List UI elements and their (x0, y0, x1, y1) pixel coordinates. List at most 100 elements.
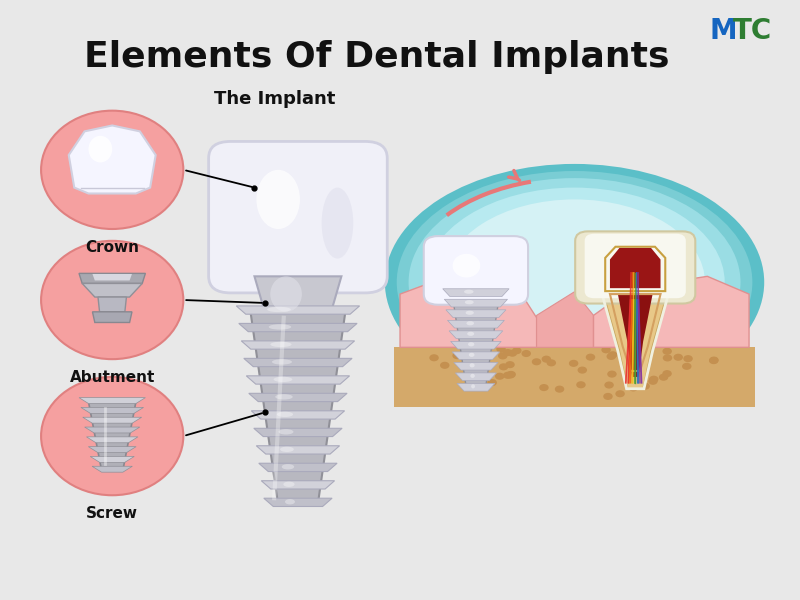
Text: Abutment: Abutment (70, 370, 155, 385)
Polygon shape (85, 427, 140, 433)
Circle shape (586, 353, 595, 361)
Polygon shape (264, 498, 332, 506)
Polygon shape (81, 407, 143, 413)
Circle shape (542, 356, 551, 363)
Polygon shape (262, 481, 334, 489)
Polygon shape (250, 312, 346, 504)
Circle shape (506, 371, 515, 379)
Ellipse shape (41, 110, 183, 229)
Circle shape (478, 348, 486, 355)
Circle shape (498, 352, 507, 359)
Ellipse shape (41, 241, 183, 359)
Circle shape (522, 350, 531, 357)
Circle shape (615, 390, 625, 397)
Ellipse shape (41, 377, 183, 495)
Circle shape (555, 386, 564, 392)
Circle shape (508, 350, 517, 357)
FancyBboxPatch shape (424, 236, 528, 305)
Ellipse shape (274, 377, 292, 382)
Circle shape (539, 384, 549, 391)
Polygon shape (258, 463, 337, 472)
FancyBboxPatch shape (585, 234, 686, 298)
Circle shape (674, 354, 683, 361)
Ellipse shape (466, 311, 474, 315)
Ellipse shape (397, 171, 752, 394)
Polygon shape (447, 320, 504, 328)
Circle shape (487, 379, 497, 386)
Circle shape (477, 367, 486, 374)
Polygon shape (69, 125, 156, 193)
Polygon shape (242, 341, 354, 349)
FancyBboxPatch shape (575, 232, 695, 304)
Polygon shape (452, 294, 500, 389)
Polygon shape (450, 341, 502, 349)
Ellipse shape (278, 429, 294, 434)
Circle shape (709, 357, 718, 364)
Circle shape (506, 371, 516, 378)
Ellipse shape (275, 394, 293, 400)
Circle shape (662, 355, 672, 361)
Polygon shape (610, 248, 661, 288)
Text: The Implant: The Implant (214, 90, 335, 108)
Circle shape (606, 353, 616, 360)
Polygon shape (457, 383, 495, 391)
Circle shape (495, 373, 505, 380)
Polygon shape (254, 277, 342, 312)
Circle shape (604, 382, 614, 389)
Circle shape (683, 355, 693, 362)
Text: TC: TC (733, 17, 772, 45)
Circle shape (648, 378, 658, 385)
Ellipse shape (277, 412, 293, 417)
Circle shape (467, 371, 477, 378)
Polygon shape (400, 268, 537, 347)
Circle shape (578, 367, 587, 374)
Polygon shape (92, 466, 132, 472)
Polygon shape (442, 289, 509, 296)
Ellipse shape (444, 199, 705, 365)
Circle shape (709, 356, 718, 364)
Polygon shape (251, 411, 345, 419)
Polygon shape (82, 283, 142, 297)
Circle shape (662, 348, 672, 355)
Ellipse shape (282, 464, 294, 469)
Ellipse shape (424, 188, 725, 377)
Ellipse shape (267, 307, 291, 312)
Polygon shape (249, 394, 347, 401)
Ellipse shape (470, 374, 475, 378)
Ellipse shape (89, 136, 112, 163)
Ellipse shape (471, 385, 475, 388)
Circle shape (576, 381, 586, 388)
Ellipse shape (409, 178, 741, 386)
Circle shape (461, 353, 470, 361)
Text: M: M (710, 17, 737, 45)
Polygon shape (89, 402, 136, 470)
Polygon shape (82, 417, 142, 423)
Circle shape (546, 359, 556, 367)
Circle shape (480, 383, 490, 389)
Ellipse shape (322, 188, 354, 259)
Ellipse shape (465, 300, 474, 304)
Polygon shape (604, 294, 667, 389)
Polygon shape (246, 376, 350, 384)
FancyBboxPatch shape (209, 142, 387, 293)
Circle shape (633, 367, 642, 374)
Ellipse shape (283, 482, 294, 487)
Circle shape (659, 374, 668, 381)
Text: Elements Of Dental Implants: Elements Of Dental Implants (84, 40, 670, 74)
Circle shape (499, 363, 508, 370)
Polygon shape (449, 331, 502, 338)
Ellipse shape (453, 254, 480, 278)
Circle shape (440, 362, 450, 369)
Ellipse shape (469, 353, 474, 357)
Ellipse shape (468, 342, 474, 346)
Circle shape (608, 351, 618, 358)
Circle shape (503, 372, 513, 379)
Polygon shape (244, 358, 352, 367)
Circle shape (603, 393, 613, 400)
Circle shape (506, 361, 514, 368)
Polygon shape (618, 294, 653, 377)
Polygon shape (444, 299, 507, 307)
Ellipse shape (272, 359, 292, 365)
Ellipse shape (470, 363, 474, 367)
Polygon shape (455, 373, 497, 380)
